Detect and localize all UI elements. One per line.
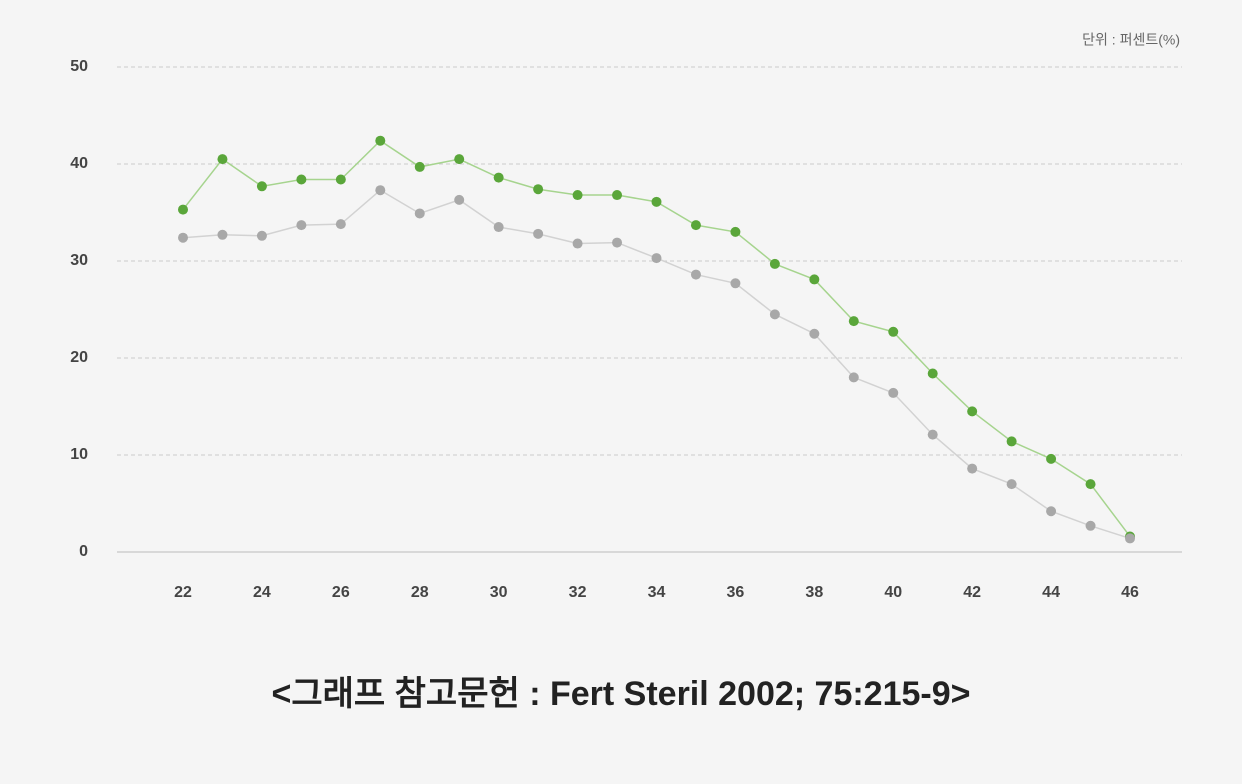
data-point — [927, 368, 938, 379]
data-point — [1046, 453, 1057, 464]
unit-label: 단위 : 퍼센트(%) — [1082, 32, 1180, 48]
x-tick-label: 38 — [805, 584, 823, 601]
data-point — [651, 253, 662, 264]
x-tick-label: 28 — [411, 584, 429, 601]
x-tick-label: 34 — [648, 584, 666, 601]
data-point — [335, 174, 346, 185]
data-point — [178, 204, 188, 215]
x-tick-label: 32 — [569, 584, 587, 601]
data-point — [1125, 533, 1135, 544]
y-tick-label: 40 — [70, 155, 88, 172]
data-point — [809, 274, 820, 285]
series-line — [182, 189, 1131, 540]
data-point — [454, 194, 465, 205]
data-point — [690, 269, 701, 280]
x-tick-label: 46 — [1121, 584, 1139, 601]
data-point — [927, 429, 938, 440]
x-tick-label: 22 — [174, 584, 192, 601]
data-point — [454, 154, 465, 165]
data-point — [178, 232, 188, 243]
x-tick-label: 36 — [727, 584, 745, 601]
data-point — [533, 184, 544, 195]
data-point — [414, 208, 425, 219]
data-point — [1006, 479, 1017, 490]
y-tick-label: 50 — [70, 58, 88, 75]
data-point — [651, 196, 662, 207]
x-tick-label: 26 — [332, 584, 350, 601]
x-tick-label: 40 — [884, 584, 902, 601]
data-point — [1085, 520, 1096, 531]
x-tick-label: 30 — [490, 584, 508, 601]
data-point — [1046, 506, 1057, 517]
x-tick-label: 42 — [963, 584, 981, 601]
source: <그래프 참고문헌 : Fert Steril 2002; 75:215-9> — [272, 675, 971, 713]
data-point — [375, 135, 386, 146]
data-point — [375, 185, 386, 196]
data-point — [493, 172, 504, 183]
data-point — [217, 154, 228, 165]
data-point — [848, 372, 859, 383]
data-point — [730, 226, 741, 237]
data-point — [335, 219, 346, 230]
data-point — [730, 278, 741, 289]
data-point — [533, 228, 544, 239]
data-point — [572, 238, 583, 249]
data-point — [296, 174, 307, 185]
data-point — [256, 181, 267, 192]
data-point — [1085, 479, 1096, 490]
data-point — [809, 328, 820, 339]
data-point — [414, 161, 425, 172]
data-point — [769, 309, 780, 320]
x-tick-label: 44 — [1042, 584, 1060, 601]
y-tick-label: 0 — [79, 543, 88, 560]
data-point — [888, 387, 899, 398]
y-tick-label: 30 — [70, 252, 88, 269]
y-tick-label: 20 — [70, 349, 88, 366]
data-point — [769, 258, 780, 269]
data-point — [888, 326, 899, 337]
x-tick-label: 24 — [253, 584, 271, 601]
data-point — [848, 316, 859, 327]
data-point — [1006, 436, 1017, 447]
data-point — [967, 406, 978, 417]
data-point — [967, 463, 978, 474]
y-tick-label: 10 — [70, 446, 88, 463]
data-point — [493, 222, 504, 233]
data-point — [296, 220, 307, 231]
data-point — [612, 190, 623, 201]
data-point — [256, 230, 267, 241]
data-point — [217, 229, 228, 240]
data-point — [612, 237, 623, 248]
data-point — [572, 190, 583, 201]
data-point — [690, 220, 701, 231]
